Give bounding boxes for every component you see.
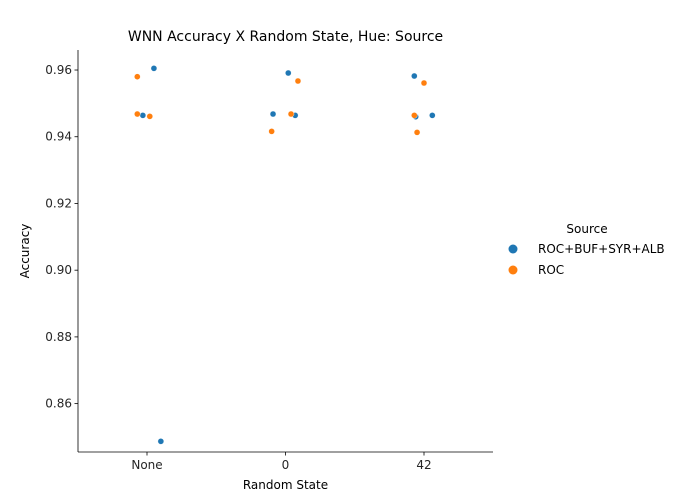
y-tick-label: 0.88 <box>45 330 72 344</box>
data-point <box>139 112 147 119</box>
chart-title: WNN Accuracy X Random State, Hue: Source <box>128 29 443 45</box>
data-point <box>150 65 158 72</box>
x-axis-ticks: None 0 42 <box>131 452 432 472</box>
legend-label: ROC+BUF+SYR+ALB <box>538 242 665 256</box>
legend-title: Source <box>566 222 607 236</box>
data-point <box>146 113 153 120</box>
x-tick-label: 0 <box>282 458 290 472</box>
y-tick-label: 0.96 <box>45 63 72 77</box>
data-point <box>134 110 141 118</box>
data-point <box>420 79 428 87</box>
x-tick-label: 42 <box>416 458 431 472</box>
x-axis-label: Random State <box>243 478 328 492</box>
data-point <box>268 128 275 135</box>
data-point <box>134 73 141 80</box>
legend: Source ROC+BUF+SYR+ALB ROC <box>508 222 665 277</box>
data-point <box>157 438 165 445</box>
data-point <box>413 129 421 136</box>
x-tick-label: None <box>131 458 162 472</box>
data-point <box>411 112 418 119</box>
y-axis-label: Accuracy <box>18 224 32 279</box>
data-point <box>287 110 295 118</box>
y-tick-label: 0.90 <box>45 263 72 277</box>
legend-marker <box>508 265 518 275</box>
data-point <box>429 112 436 119</box>
y-axis-ticks: 0.86 0.88 0.90 0.92 0.94 0.96 <box>45 63 78 411</box>
legend-marker <box>508 244 518 254</box>
y-tick-label: 0.86 <box>45 397 72 411</box>
data-point <box>294 77 302 85</box>
data-point <box>269 110 277 118</box>
y-tick-label: 0.92 <box>45 196 72 210</box>
data-point <box>285 69 292 77</box>
data-points <box>134 65 436 445</box>
y-tick-label: 0.94 <box>45 130 72 144</box>
data-point <box>411 72 418 80</box>
legend-label: ROC <box>538 263 564 277</box>
